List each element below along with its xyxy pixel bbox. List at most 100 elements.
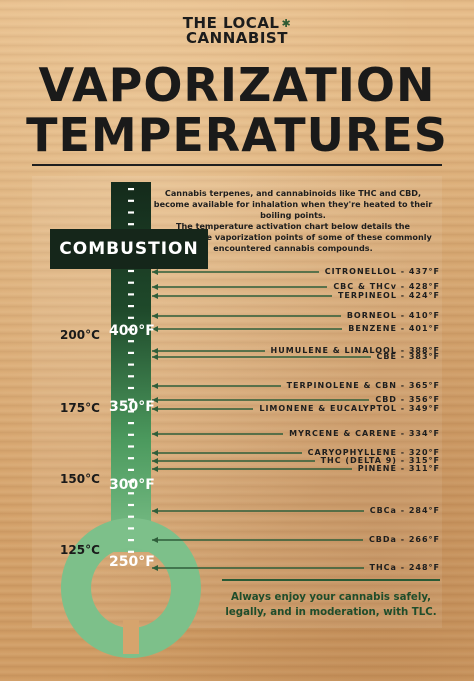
compound-label: LIMONENE & EUCALYPTOL - 349°F: [259, 404, 440, 413]
leader-arrowhead: [152, 537, 158, 543]
tick-mark: [128, 351, 134, 354]
leader-arrowhead: [152, 348, 158, 354]
tick-mark: [128, 492, 134, 495]
leader-arrowhead: [152, 383, 158, 389]
title-line1: VAPORIZATION: [38, 58, 436, 112]
celsius-unit: °C: [85, 401, 100, 415]
celsius-label: 175°C: [60, 401, 100, 415]
leader-arrowhead: [152, 313, 158, 319]
leader-arrowhead: [152, 293, 158, 299]
celsius-unit: °C: [85, 328, 100, 342]
tick-mark: [128, 550, 134, 553]
thermometer-bulb: [60, 518, 201, 658]
fahrenheit-label: 350°F: [109, 399, 155, 415]
leader-arrowhead: [152, 354, 158, 360]
leader-arrowhead: [152, 508, 158, 514]
fahrenheit-value: 350: [109, 399, 139, 415]
leader-arrowhead: [152, 406, 158, 412]
compound-label: TERPINEOL - 424°F: [337, 291, 440, 300]
tick-mark: [128, 398, 134, 401]
intro-paragraph-1: Cannabis terpenes, and cannabinoids like…: [153, 188, 433, 220]
leader-arrowhead: [152, 458, 158, 464]
compound-label: TERPINOLENE & CBN - 365°F: [286, 381, 440, 390]
compound-label: BORNEOL - 410°F: [346, 311, 440, 320]
tick-mark: [128, 305, 134, 308]
fahrenheit-value: 400: [109, 323, 139, 339]
compound-label: CBCa - 284°F: [369, 506, 440, 515]
leader-arrowhead: [152, 326, 158, 332]
celsius-label: 125°C: [60, 543, 100, 557]
celsius-value: 150: [60, 472, 86, 486]
title-line2: TEMPERATURES: [26, 108, 448, 162]
tick-mark: [128, 340, 134, 343]
tick-mark: [128, 188, 134, 191]
outro-text: Always enjoy your cannabis safely, legal…: [225, 592, 437, 618]
fahrenheit-value: 250: [109, 554, 139, 570]
brand-line2: CANNABIST: [186, 29, 288, 47]
intro-paragraph-2: The temperature activation chart below d…: [154, 221, 432, 253]
tick-mark: [128, 211, 134, 214]
celsius-unit: °C: [85, 472, 100, 486]
tick-mark: [128, 503, 134, 507]
fahrenheit-unit: °F: [138, 399, 155, 415]
leader-arrowhead: [152, 269, 158, 275]
tick-mark: [128, 410, 134, 413]
tick-mark: [128, 316, 134, 319]
cannabis-leaf-icon: ✱: [281, 17, 292, 30]
celsius-label: 150°C: [60, 472, 100, 486]
tick-mark: [128, 363, 134, 366]
celsius-unit: °C: [85, 543, 100, 557]
compound-label: MYRCENE & CARENE - 334°F: [289, 429, 440, 438]
tick-mark: [128, 445, 134, 448]
fahrenheit-label: 300°F: [109, 477, 155, 493]
compound-label: BENZENE - 401°F: [348, 324, 440, 333]
combustion-label: COMBUSTION: [50, 229, 208, 269]
compound-label: CBE - 383°F: [376, 352, 440, 361]
fahrenheit-label: 250°F: [109, 554, 155, 570]
compound-leader-lines: [152, 269, 371, 571]
tick-mark: [128, 433, 134, 436]
compound-label: CBDa - 266°F: [368, 535, 440, 544]
brand-line1: THE LOCAL: [182, 14, 280, 32]
outro-divider: [222, 579, 440, 581]
celsius-value: 125: [60, 543, 86, 557]
fahrenheit-label: 400°F: [109, 323, 155, 339]
leader-arrowhead: [152, 565, 158, 571]
fahrenheit-value: 300: [109, 477, 139, 493]
compound-label: CITRONELLOL - 437°F: [324, 267, 440, 276]
fahrenheit-unit: °F: [138, 323, 155, 339]
tick-mark: [128, 539, 134, 542]
compound-label: HUMULENE & LINALOOL - 388°F: [270, 346, 440, 355]
compound-label: PINENE - 311°F: [357, 464, 440, 473]
celsius-value: 200: [60, 328, 86, 342]
fahrenheit-unit: °F: [138, 477, 155, 493]
fahrenheit-unit: °F: [138, 554, 155, 570]
brand-logo: THE LOCAL ✱ CANNABIST: [0, 16, 474, 46]
leader-arrowhead: [152, 450, 158, 456]
tick-mark: [128, 375, 134, 378]
tick-mark: [128, 527, 134, 530]
tick-mark: [128, 199, 134, 202]
compound-label: CBD - 356°F: [375, 395, 440, 404]
leader-arrowhead: [152, 284, 158, 290]
bulb-notch: [123, 620, 139, 654]
compound-label: CBC & THCv - 428°F: [333, 282, 440, 291]
tick-mark: [128, 468, 134, 471]
compound-label: CARYOPHYLLENE - 320°F: [307, 448, 440, 457]
tick-mark: [128, 386, 134, 390]
title-divider: [32, 164, 442, 166]
tick-mark: [128, 328, 134, 331]
tick-mark: [128, 422, 134, 425]
compound-label: THCa - 248°F: [369, 563, 440, 572]
tick-mark: [128, 515, 134, 518]
compound-label: THC (DELTA 9) - 315°F: [320, 456, 440, 465]
tick-mark: [128, 457, 134, 460]
celsius-value: 175: [60, 401, 86, 415]
leader-arrowhead: [152, 466, 158, 472]
tick-mark: [128, 293, 134, 296]
tick-mark: [128, 480, 134, 483]
tick-mark: [128, 269, 134, 273]
tick-mark: [128, 281, 134, 284]
leader-arrowhead: [152, 397, 158, 403]
